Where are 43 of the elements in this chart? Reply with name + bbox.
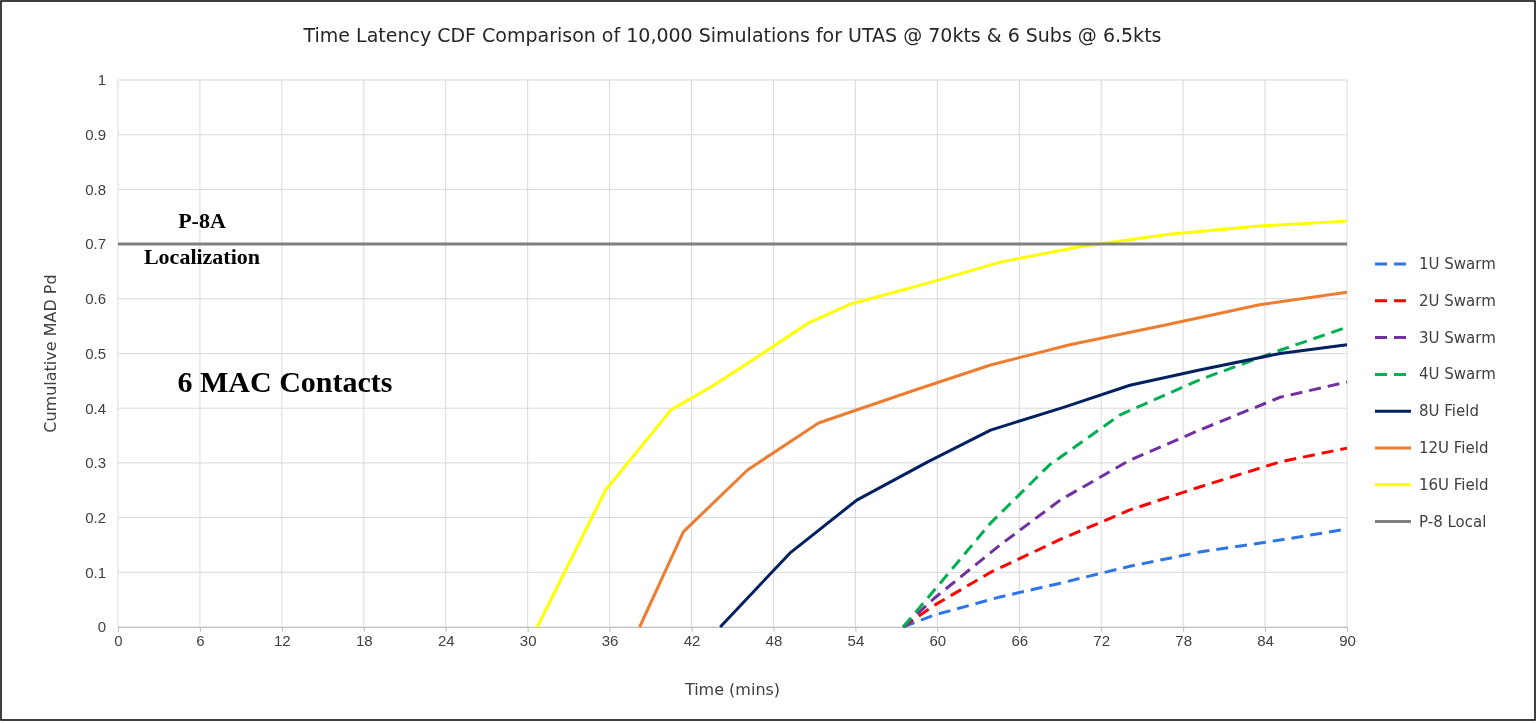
legend-label: 1U Swarm <box>1419 255 1496 273</box>
line-series <box>535 219 1349 629</box>
x-tick-label: 84 <box>1257 631 1274 649</box>
y-tick-label: 0.1 <box>85 563 106 581</box>
y-tick-label: 0.3 <box>85 454 106 472</box>
y-tick-label: 0.4 <box>85 399 106 417</box>
x-tick-label: 0 <box>114 631 123 649</box>
y-tick-label: 0.9 <box>85 126 106 143</box>
legend-label: 4U Swarm <box>1419 365 1496 384</box>
annotation: P-8A Localization <box>143 208 261 269</box>
x-tick-label: 24 <box>437 631 455 649</box>
legend-label: 2U Swarm <box>1419 291 1496 310</box>
legend-label: 8U Field <box>1419 402 1479 421</box>
legend-label: 16U Field <box>1419 475 1489 494</box>
x-tick-label: 42 <box>683 631 701 649</box>
x-tick-label: 60 <box>929 631 947 649</box>
x-tick-label: 54 <box>847 631 865 649</box>
y-axis-title: Cumulative MAD Pd <box>41 274 60 433</box>
line-series <box>638 290 1349 629</box>
x-axis-title: Time (mins) <box>683 680 781 699</box>
legend-label: 12U Field <box>1419 439 1489 457</box>
legend-label: P-8 Local <box>1419 512 1487 531</box>
y-tick-label: 0.5 <box>85 344 106 362</box>
x-tick-label: 66 <box>1011 631 1029 649</box>
line-series <box>718 343 1349 629</box>
x-tick-label: 36 <box>601 631 619 649</box>
x-tick-label: 48 <box>765 631 783 649</box>
y-tick-label: 0.2 <box>85 508 106 526</box>
annotation: 6 MAC Contacts <box>177 365 393 398</box>
y-tick-label: 0.7 <box>85 235 106 253</box>
x-tick-label: 72 <box>1093 631 1111 649</box>
x-tick-label: 78 <box>1175 631 1192 649</box>
chart-title: Time Latency CDF Comparison of 10,000 Simulations for UTAS @ 70kts & 6 Subs @ 6.5kts <box>302 24 1162 46</box>
legend-label: 3U Swarm <box>1419 328 1496 347</box>
x-tick-label: 30 <box>519 631 537 649</box>
x-tick-label: 18 <box>355 631 373 649</box>
x-tick-label: 90 <box>1339 631 1356 649</box>
x-tick-label: 6 <box>196 631 205 649</box>
x-tick-label: 12 <box>274 631 291 649</box>
y-tick-label: 1 <box>97 71 106 89</box>
y-tick-label: 0 <box>97 618 106 636</box>
y-tick-label: 0.6 <box>85 290 106 308</box>
y-tick-label: 0.8 <box>85 180 106 198</box>
